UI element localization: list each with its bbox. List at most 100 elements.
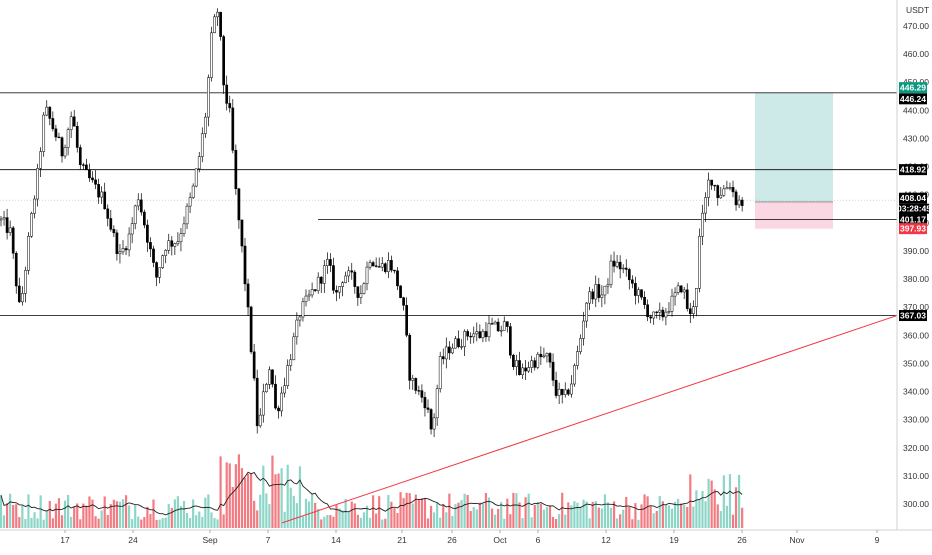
candle[interactable] [679,285,683,293]
candle[interactable] [200,133,204,157]
candle[interactable] [603,285,607,296]
candle[interactable] [152,248,155,263]
horizontal-levels[interactable] [0,92,897,316]
candle[interactable] [207,77,210,118]
candle[interactable] [182,223,186,234]
candle[interactable] [292,336,296,361]
candle[interactable] [393,269,396,272]
candle[interactable] [194,168,198,187]
candle[interactable] [737,199,741,206]
candle[interactable] [33,198,36,214]
candle[interactable] [176,241,180,244]
candle[interactable] [94,179,97,185]
candle[interactable] [115,232,119,254]
candle[interactable] [210,32,213,78]
candle[interactable] [487,323,491,338]
candle[interactable] [356,286,360,298]
candle[interactable] [307,294,311,297]
candle[interactable] [551,361,555,381]
candle[interactable] [310,289,314,296]
candle[interactable] [466,331,469,337]
candle[interactable] [326,259,329,266]
candle[interactable] [57,136,61,139]
candle[interactable] [265,384,268,393]
candle[interactable] [396,270,399,287]
candle[interactable] [100,191,104,198]
candle[interactable] [432,417,436,430]
candle[interactable] [118,251,122,254]
candle[interactable] [231,107,235,151]
candle[interactable] [731,187,735,193]
candle[interactable] [682,289,686,293]
candle[interactable] [560,388,564,395]
candle[interactable] [271,369,274,385]
candle[interactable] [109,218,113,230]
red-trendline[interactable] [281,315,898,524]
candle[interactable] [103,191,107,210]
candle[interactable] [185,205,189,225]
candle[interactable] [637,289,640,296]
candle[interactable] [496,321,500,332]
candle[interactable] [631,279,634,284]
candle[interactable] [78,147,82,165]
candle[interactable] [51,118,55,130]
candle[interactable] [48,106,52,119]
candle[interactable] [624,267,628,270]
candle[interactable] [527,367,530,372]
candle[interactable] [448,346,451,354]
candle[interactable] [121,248,125,253]
candle[interactable] [127,233,131,251]
candle[interactable] [734,191,738,206]
candle[interactable] [649,316,652,319]
candle[interactable] [368,262,372,268]
candle[interactable] [652,311,656,319]
candle[interactable] [707,179,710,198]
candle[interactable] [627,269,631,281]
candle[interactable] [646,304,649,318]
candle[interactable] [75,126,79,148]
candle[interactable] [365,266,369,284]
candle[interactable] [313,289,317,291]
candle[interactable] [197,156,201,170]
candle[interactable] [451,347,454,354]
candle[interactable] [670,295,674,312]
candle[interactable] [289,359,293,366]
candle[interactable] [374,265,378,267]
candle[interactable] [362,283,366,294]
candle[interactable] [719,194,723,199]
candle[interactable] [304,295,308,303]
candle[interactable] [387,260,390,272]
candle[interactable] [444,346,448,360]
candle[interactable] [344,275,347,283]
candle[interactable] [685,289,689,309]
candle[interactable] [621,267,625,270]
candle[interactable] [170,240,174,247]
candle[interactable] [695,288,698,307]
candle[interactable] [158,267,161,278]
candle[interactable] [136,199,140,207]
candle[interactable] [420,390,424,398]
candle[interactable] [509,326,512,356]
candle[interactable] [332,265,335,291]
candle[interactable] [426,407,430,410]
candle[interactable] [69,116,73,130]
candle[interactable] [390,260,393,271]
candle[interactable] [146,224,149,243]
candle[interactable] [383,263,387,272]
candle[interactable] [274,383,277,409]
candle[interactable] [85,164,88,171]
candle[interactable] [548,353,552,363]
candle[interactable] [542,355,546,358]
candle[interactable] [536,353,540,368]
candle[interactable] [380,263,384,268]
candle[interactable] [539,353,543,358]
candle[interactable] [478,331,482,339]
candle[interactable] [228,103,232,109]
candle[interactable] [521,367,524,376]
candle[interactable] [60,137,64,157]
candle[interactable] [255,377,259,427]
candle[interactable] [353,271,357,287]
candle[interactable] [658,309,662,313]
